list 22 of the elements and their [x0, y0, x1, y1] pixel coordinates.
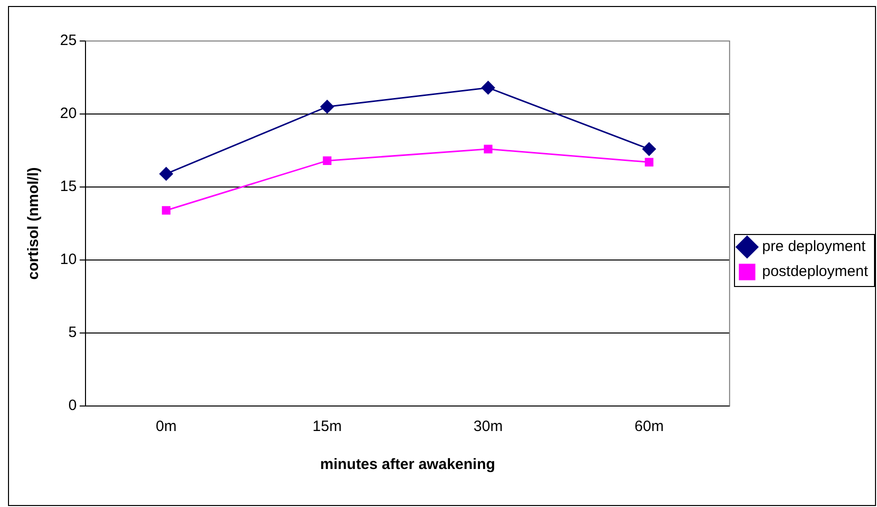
y-axis-title: cortisol (nmol/l) [25, 167, 42, 280]
point [322, 156, 332, 166]
legend-label: pre deployment [762, 238, 866, 256]
x-axis-title: minutes after awakening [320, 456, 496, 474]
y-tick-label: 20 [60, 105, 77, 122]
y-tick-label: 10 [60, 251, 77, 268]
y-tick-label: 5 [68, 324, 77, 342]
legend-label: postdeployment [762, 263, 869, 280]
point [320, 100, 334, 114]
point [481, 80, 495, 94]
point [644, 158, 654, 166]
y-tick-label: 0 [68, 397, 77, 414]
x-tick-label: 60m [634, 418, 664, 436]
point [484, 144, 492, 154]
point [162, 206, 170, 215]
point [159, 167, 173, 181]
x-tick-label: 30m [474, 418, 503, 436]
y-tick-label: 15 [60, 178, 77, 196]
point [642, 142, 656, 156]
y-tick-label: 25 [60, 32, 77, 50]
x-tick-label: 15m [312, 418, 342, 436]
x-tick-label: 0m [156, 418, 177, 436]
